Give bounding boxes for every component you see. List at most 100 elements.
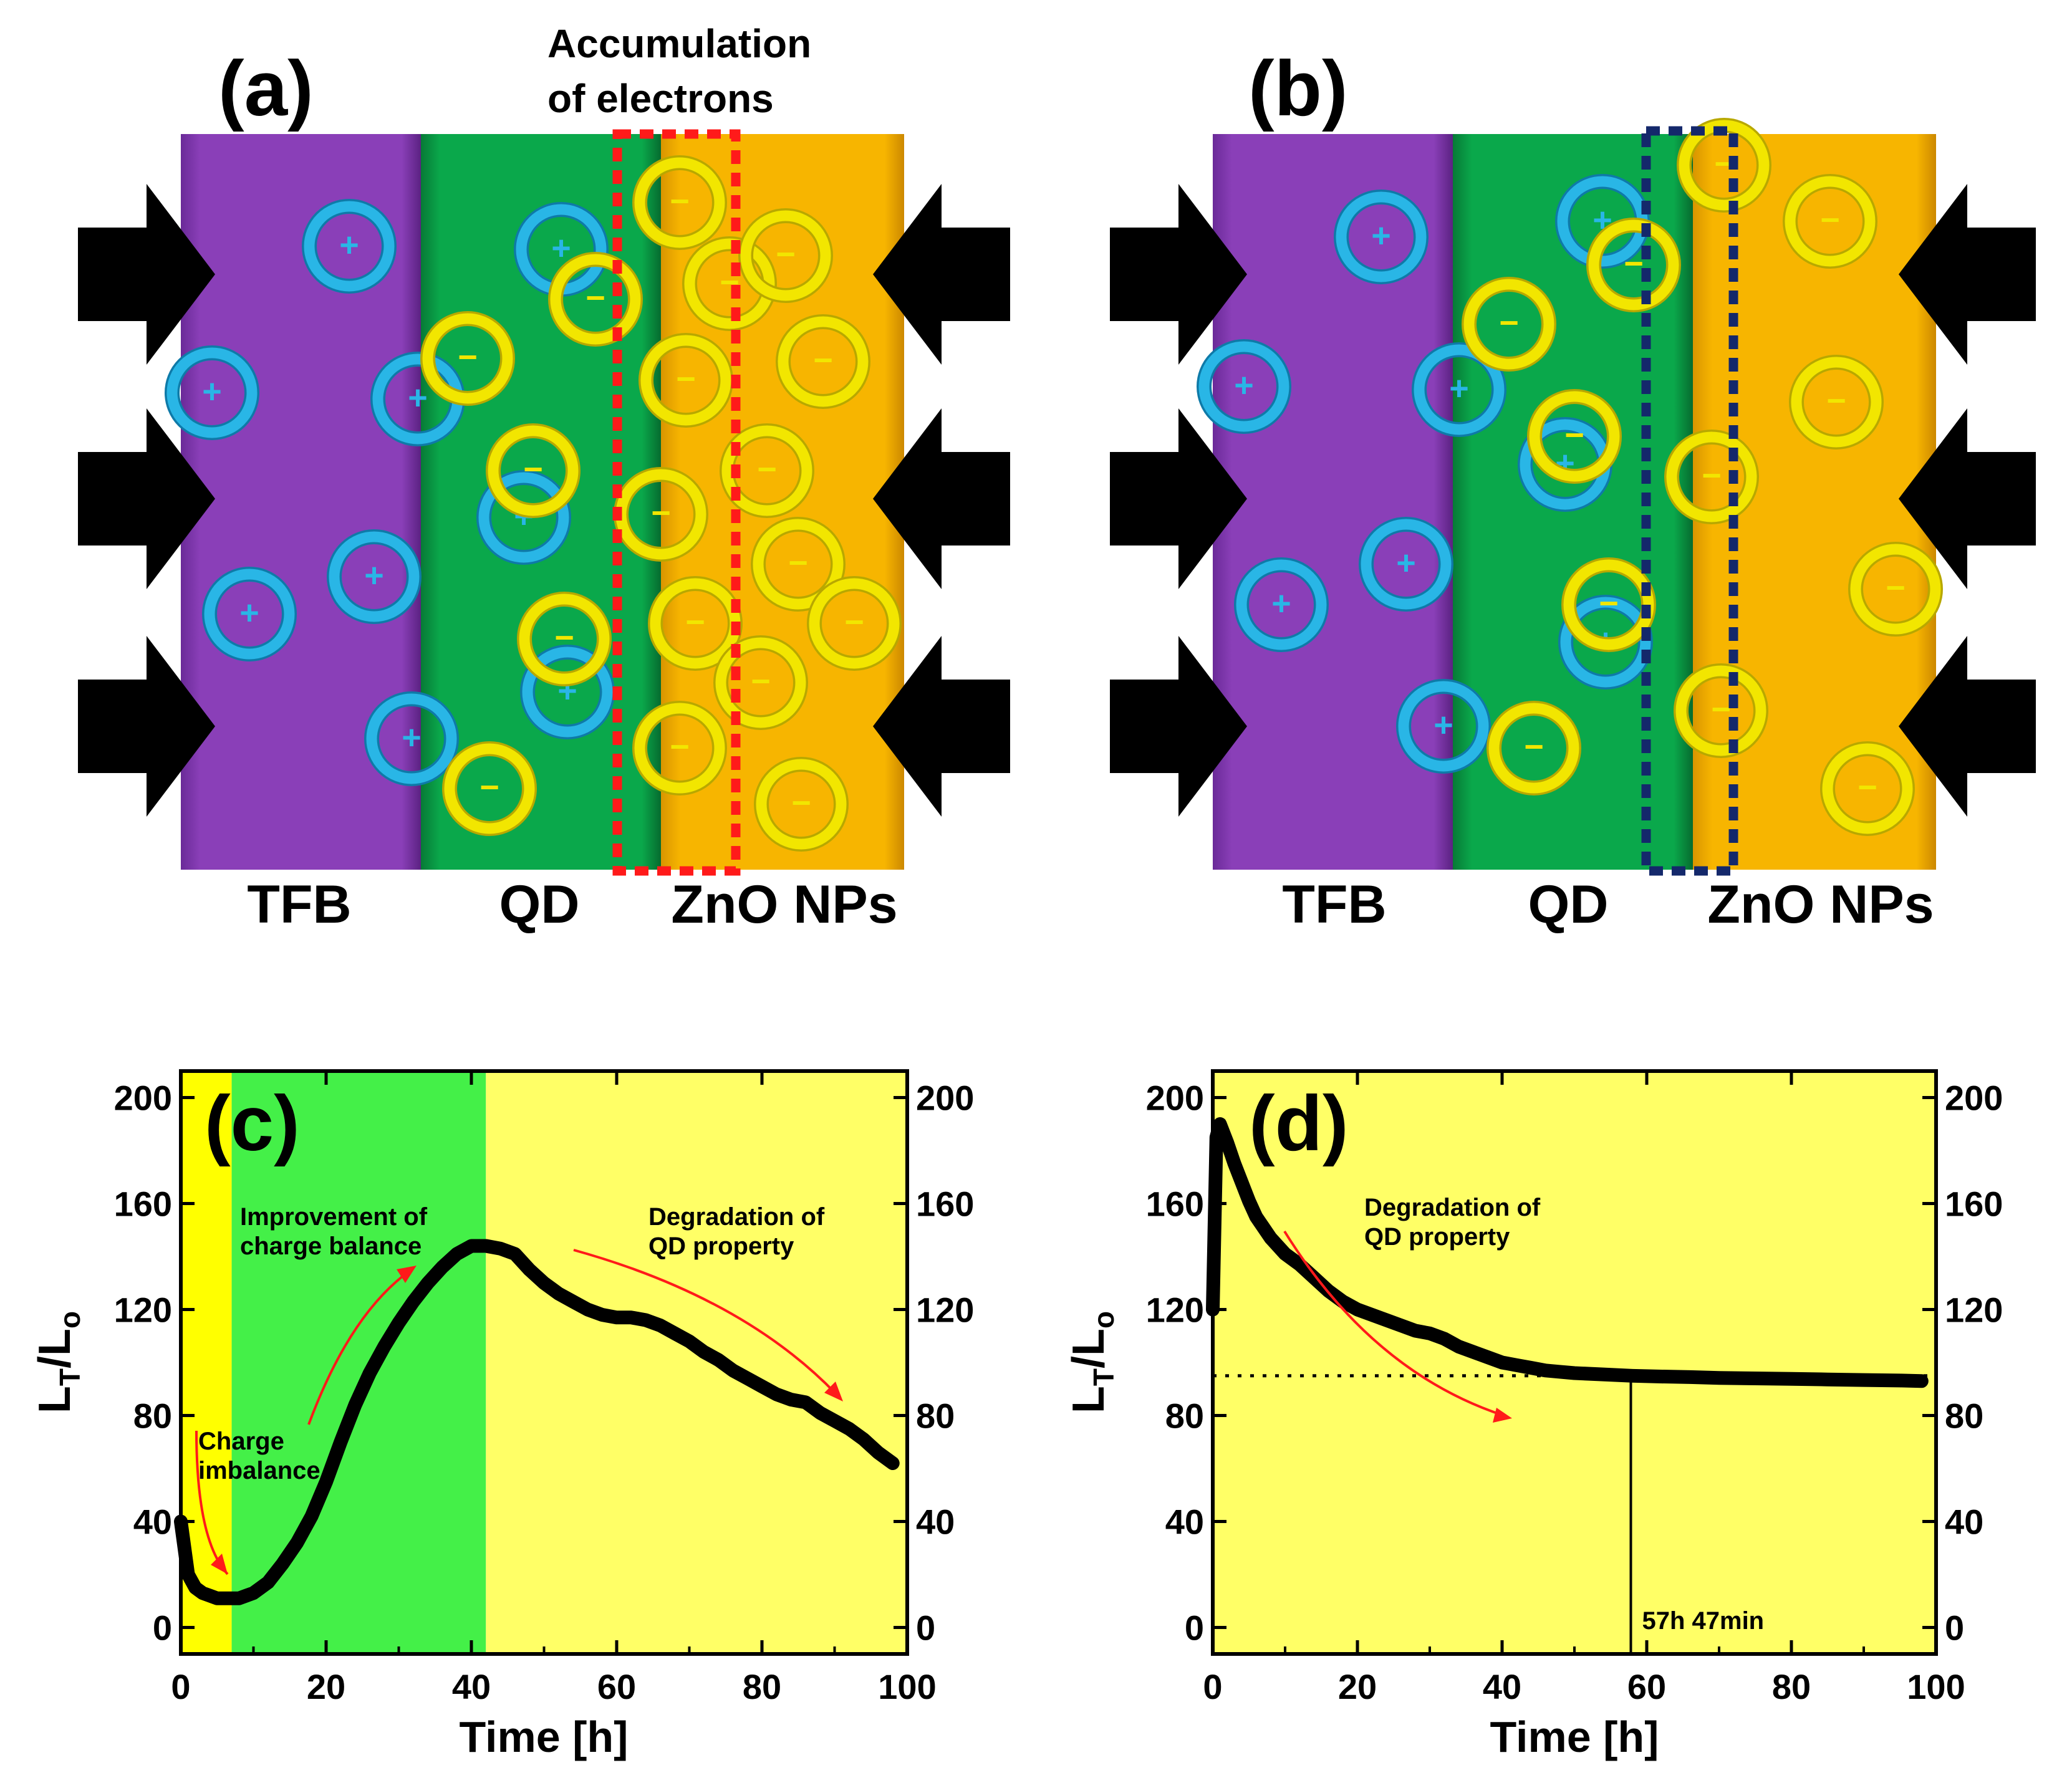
chart-d-marker-label: 57h 47min [1642, 1607, 1764, 1635]
minus-sign: − [1624, 245, 1644, 282]
arrow-degradation-d [1283, 1230, 1503, 1416]
left-arrow [78, 636, 215, 817]
electron-ring: − [1848, 542, 1943, 637]
electron-ring: − [632, 701, 727, 795]
chart-c-series-line [174, 1239, 900, 1605]
y-right-tick-label: 200 [916, 1079, 974, 1118]
electron-ring: − [486, 423, 581, 518]
hole-ring: + [1359, 517, 1453, 612]
electron-ring: − [751, 517, 846, 612]
x-tick-label: 80 [743, 1667, 781, 1706]
x-tick-label: 20 [307, 1667, 345, 1706]
hole-ring: + [302, 199, 397, 294]
y-tick-label: 120 [114, 1291, 172, 1330]
plus-sign: + [202, 373, 222, 410]
y-tick-label: 80 [1165, 1396, 1204, 1436]
electron-ring: − [1820, 741, 1915, 836]
plus-sign: + [1271, 585, 1291, 622]
annotation-degradation-c-line1: Degradation of [648, 1203, 825, 1231]
electron-ring: − [1783, 174, 1877, 269]
minus-sign: − [1564, 416, 1584, 454]
arrow-degradation-c [573, 1249, 837, 1395]
electron-ring: − [420, 311, 515, 406]
y-right-tick-label: 200 [1945, 1079, 2003, 1118]
minus-sign: − [844, 603, 864, 641]
x-tick-label: 20 [1338, 1667, 1377, 1706]
minus-sign: − [788, 544, 808, 582]
electron-ring: − [442, 741, 537, 836]
chart-d-series-line [1206, 1117, 1929, 1388]
y-right-tick-label: 40 [916, 1502, 955, 1542]
chart-zone-2 [486, 1071, 907, 1654]
chart-c-ticks: 0 20 40 60 80 100 0 40 80 120 160 200 0 40 80 120 160 200 [114, 1071, 974, 1706]
panel-b-label: (b) [1248, 46, 1348, 132]
left-arrow [1110, 184, 1247, 365]
chart-c-ylabel: LT/Lo [30, 1311, 86, 1413]
layer-label-qd: QD [1528, 875, 1609, 935]
minus-sign: − [554, 619, 574, 656]
electron-ring: − [1664, 430, 1759, 524]
holes-group-a: ++ +++++++ [165, 199, 615, 786]
hole-ring: + [1234, 557, 1329, 652]
plus-sign: + [1434, 706, 1453, 744]
electron-ring: − [1487, 701, 1581, 795]
minus-sign: − [751, 663, 771, 700]
y-right-tick-label: 120 [1945, 1291, 2003, 1330]
arrow-head [824, 1382, 843, 1401]
holes-group-b: ++ +++++++ [1197, 174, 1653, 774]
chart-d-background [1213, 1071, 1936, 1654]
minus-sign: − [479, 769, 499, 806]
minus-sign: − [651, 494, 671, 532]
chart-c-panel-label: (c) [205, 1080, 300, 1167]
electron-ring: − [1677, 118, 1771, 213]
annotation-charge-imbalance-line2: imbalance [198, 1457, 320, 1484]
plus-sign: + [1371, 217, 1391, 254]
x-tick-label: 100 [1907, 1667, 1965, 1706]
arrow-head [211, 1554, 228, 1574]
minus-sign: − [1858, 769, 1877, 806]
y-tick-label: 80 [133, 1396, 172, 1436]
y-right-tick-label: 120 [916, 1291, 974, 1330]
annotation-degradation-d-line2: QD property [1364, 1223, 1510, 1251]
y-tick-label: 40 [133, 1502, 172, 1542]
y-tick-label: 0 [1185, 1608, 1204, 1648]
electron-ring: − [548, 252, 643, 347]
left-arrow [78, 184, 215, 365]
panel-a-label: (a) [218, 46, 314, 132]
plus-sign: + [339, 226, 359, 264]
right-arrow [873, 184, 1010, 365]
plus-sign: + [408, 379, 428, 416]
panel-a-callout-line2: of electrons [547, 76, 774, 121]
hole-ring: + [1197, 339, 1291, 434]
x-tick-label: 100 [878, 1667, 936, 1706]
chart-d: 0 20 40 60 80 100 0 40 80 120 160 200 0 40 80 120 160 200… [1064, 1069, 2003, 1761]
chart-c: 0 20 40 60 80 100 0 40 80 120 160 200 0 40 80 120 160 200… [30, 1069, 974, 1761]
minus-sign: − [523, 451, 543, 488]
electron-ring: − [720, 423, 814, 518]
panel-a-diagram: (a) Accumulation of electrons ++ +++++++ … [78, 21, 1010, 935]
minus-sign: − [776, 236, 796, 273]
minus-sign: − [458, 339, 478, 376]
minus-sign: − [670, 183, 690, 220]
y-tick-label: 160 [1146, 1185, 1204, 1224]
left-arrow [78, 408, 215, 589]
left-arrow [1110, 636, 1247, 817]
electrons-group-b: −−−−−−−− −−−− [1462, 118, 1943, 836]
minus-sign: − [791, 784, 811, 822]
hole-ring: + [202, 567, 297, 661]
y-right-tick-label: 160 [916, 1185, 974, 1224]
minus-sign: − [1524, 728, 1544, 766]
x-tick-label: 40 [1483, 1667, 1521, 1706]
electron-ring: − [1674, 663, 1768, 758]
plus-sign: + [1234, 367, 1254, 404]
svg-text:LT/Lo: LT/Lo [30, 1311, 86, 1413]
electron-ring: − [754, 757, 849, 852]
y-right-tick-label: 40 [1945, 1502, 1983, 1542]
electron-ring: − [632, 155, 727, 250]
electron-ring: − [1586, 218, 1681, 312]
hole-ring: + [1412, 342, 1506, 437]
minus-sign: − [670, 728, 690, 766]
minus-sign: − [685, 603, 705, 641]
